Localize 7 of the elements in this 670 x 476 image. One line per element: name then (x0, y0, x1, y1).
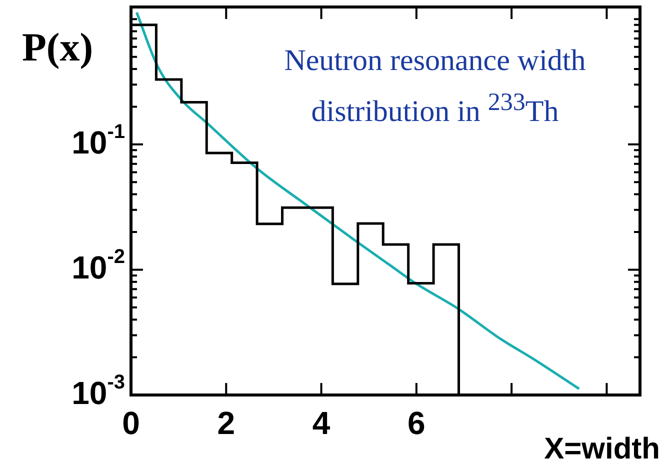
y-axis-title: P(x) (22, 24, 94, 70)
annotation: Neutron resonance width distribution in $^{233}$Th (283, 43, 587, 130)
x-axis-title: X=width (544, 432, 660, 466)
x-tick-label: 0 (122, 404, 140, 441)
x-tick-label: 6 (408, 404, 426, 441)
x-tick-label: 4 (312, 404, 330, 441)
x-tick-label: 2 (217, 404, 236, 441)
